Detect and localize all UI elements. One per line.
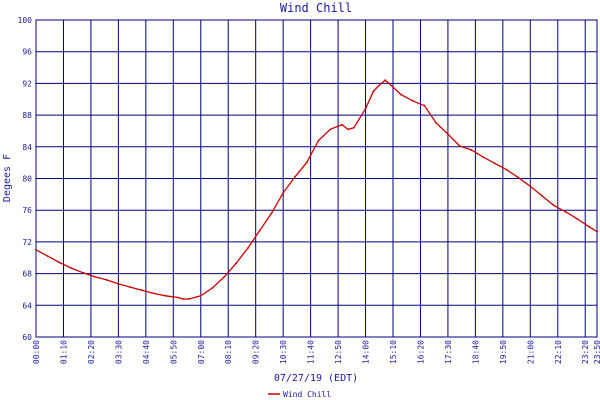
y-tick-label: 96: [22, 48, 32, 57]
x-tick-label: 11:40: [307, 340, 316, 364]
data-point: [435, 122, 438, 124]
data-point: [152, 292, 155, 295]
data-point: [494, 162, 496, 165]
data-point: [35, 248, 37, 251]
data-point: [199, 294, 202, 297]
grid-lines: [35, 19, 598, 338]
data-point: [541, 195, 543, 197]
legend-label: Wind Chill: [283, 390, 331, 399]
x-axis-label: 07/27/19 (EDT): [274, 373, 358, 384]
data-point: [188, 298, 190, 300]
x-tick-label: 01:10: [59, 340, 68, 364]
series-layer: [35, 79, 598, 300]
data-point: [388, 82, 390, 85]
data-point: [317, 139, 320, 142]
data-point: [46, 255, 49, 258]
x-tick-label: 23:20: [581, 340, 590, 364]
data-point: [211, 287, 214, 289]
x-tick-label: 02:20: [87, 340, 96, 364]
y-tick-label: 100: [18, 16, 33, 25]
x-tick-label: 10:30: [279, 340, 288, 364]
data-point: [270, 212, 273, 215]
y-axis-ticks: 60 64 68 72 76 80 84 88 92 96 100: [18, 16, 33, 342]
data-point: [58, 261, 61, 264]
x-tick-label: 15:10: [389, 340, 398, 364]
x-tick-label: 05:50: [169, 340, 178, 364]
y-tick-label: 84: [22, 143, 32, 152]
data-point: [482, 156, 485, 159]
data-point: [105, 279, 108, 281]
x-tick-label: 12:50: [334, 340, 343, 364]
x-tick-label: 08:10: [224, 340, 233, 364]
y-tick-label: 64: [22, 301, 32, 310]
data-point: [258, 229, 261, 232]
data-point: [588, 225, 591, 228]
data-point: [176, 296, 179, 299]
data-point: [347, 128, 349, 131]
data-point: [384, 79, 387, 82]
y-tick-label: 60: [22, 333, 32, 342]
data-point: [246, 247, 249, 250]
data-point: [552, 204, 555, 207]
x-tick-label: 17:30: [444, 340, 453, 364]
x-tick-label: 03:30: [114, 340, 123, 364]
data-point: [129, 286, 132, 288]
x-tick-label: 07:00: [197, 340, 206, 364]
data-point: [596, 230, 598, 233]
x-tick-label: 09:20: [252, 340, 261, 364]
x-tick-label: 23:50: [593, 340, 600, 364]
data-point: [341, 123, 343, 126]
data-point: [182, 298, 185, 300]
x-tick-label: 21:00: [526, 340, 535, 364]
data-point: [235, 262, 238, 265]
data-point: [282, 191, 285, 194]
data-point: [505, 168, 508, 171]
chart-title: Wind Chill: [280, 1, 352, 15]
data-point: [305, 161, 308, 164]
x-tick-label: 00:00: [32, 340, 41, 364]
y-tick-label: 92: [22, 79, 32, 88]
data-point: [529, 185, 532, 188]
data-point: [423, 104, 426, 107]
x-tick-label: 22:10: [554, 340, 563, 364]
data-point: [372, 90, 375, 93]
y-tick-label: 80: [22, 175, 32, 184]
data-point: [164, 294, 167, 297]
y-tick-label: 72: [22, 238, 32, 247]
y-tick-label: 68: [22, 270, 32, 279]
data-point: [564, 210, 567, 213]
data-point: [141, 289, 143, 292]
x-tick-label: 04:40: [142, 340, 151, 364]
data-point: [399, 93, 402, 96]
data-point: [329, 128, 332, 131]
data-point: [364, 107, 367, 110]
x-axis-ticks: 00:00 01:10 02:20 03:30 04:40 05:50 07:00 08:10…: [32, 340, 600, 364]
x-tick-label: 16:20: [416, 340, 425, 364]
y-axis-label: Degees F: [2, 154, 13, 202]
x-tick-label: 18:40: [471, 340, 480, 364]
data-point: [576, 218, 579, 220]
data-point: [411, 99, 414, 102]
data-point: [352, 126, 355, 129]
data-point: [82, 271, 84, 274]
data-point: [223, 275, 226, 278]
y-tick-label: 76: [22, 206, 32, 215]
data-point: [93, 275, 96, 278]
data-point: [294, 176, 296, 178]
data-point: [447, 133, 449, 136]
data-point: [517, 176, 520, 179]
data-point: [470, 149, 473, 151]
y-tick-label: 88: [22, 111, 32, 120]
x-tick-label: 19:50: [499, 340, 508, 364]
data-point: [458, 145, 461, 147]
x-tick-label: 14:00: [362, 340, 371, 364]
data-point: [117, 283, 120, 285]
data-point: [70, 267, 73, 269]
data-point: [380, 82, 383, 85]
